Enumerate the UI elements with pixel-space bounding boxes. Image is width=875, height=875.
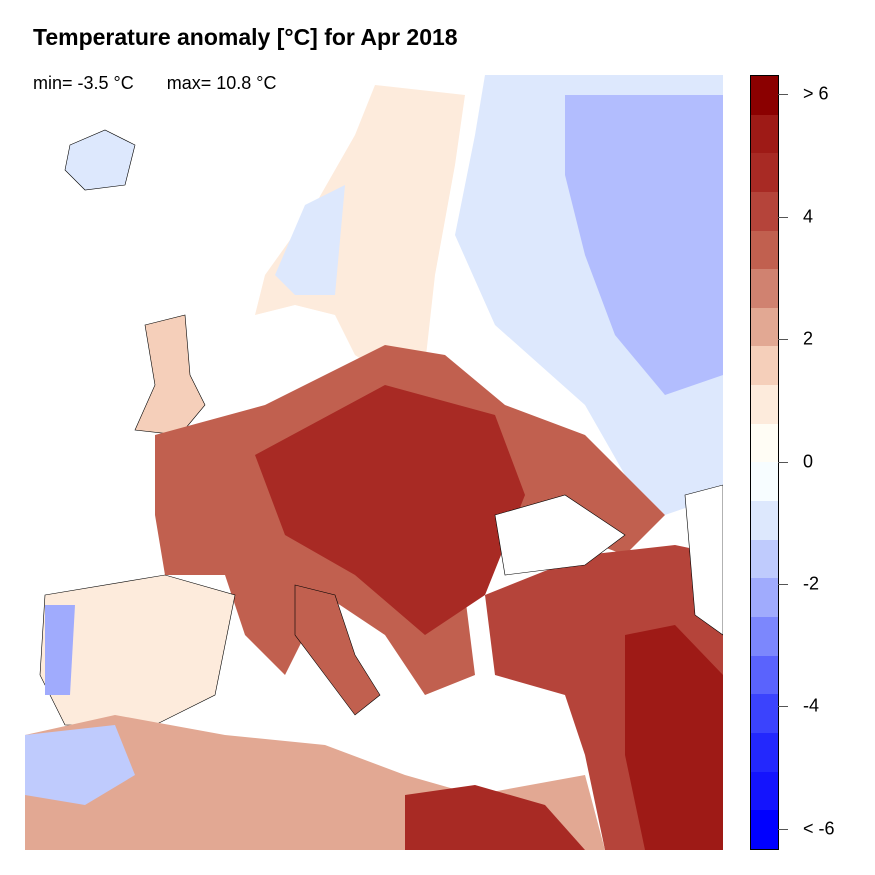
region-levant-hot: [625, 625, 723, 850]
region-iberia: [39, 574, 236, 726]
colorbar-bin: [751, 539, 778, 579]
colorbar-tick: [778, 583, 788, 585]
colorbar-bin: [751, 462, 778, 502]
min-value: min= -3.5 °C: [33, 73, 134, 93]
region-portugal-cool: [45, 605, 75, 695]
colorbar-tick: [778, 94, 788, 96]
colorbar-bin: [751, 114, 778, 154]
colorbar-tick-label: -4: [803, 695, 820, 716]
region-norway-cool: [275, 185, 345, 295]
colorbar-bin: [751, 616, 778, 656]
colorbar-tick-label: 4: [803, 206, 814, 227]
colorbar-tick-label: < -6: [803, 818, 835, 839]
colorbar-bin: [751, 578, 778, 617]
colorbar-bin: [751, 655, 778, 695]
stats-line: min= -3.5 °C max= 10.8 °C: [33, 73, 305, 94]
colorbar-tick: [778, 828, 788, 830]
colorbar-bin: [751, 269, 778, 308]
colorbar-tick: [778, 216, 788, 218]
colorbar-tick: [778, 339, 788, 341]
colorbar-bin: [751, 307, 778, 347]
colorbar-bin: [751, 694, 778, 733]
region-scandinavia: [255, 85, 465, 375]
colorbar-tick: [778, 461, 788, 463]
colorbar-bin: [751, 501, 778, 540]
region-uk: [134, 314, 206, 436]
black-sea: [494, 494, 626, 576]
colorbar-bin: [751, 810, 778, 849]
anomaly-map: [25, 75, 723, 850]
colorbar-tick-label: 2: [803, 328, 814, 349]
colorbar-tick: [778, 706, 788, 708]
colorbar-bin: [751, 771, 778, 811]
region-east-cold: [565, 95, 723, 395]
colorbar-bin: [751, 732, 778, 772]
region-core-warm: [255, 385, 525, 635]
colorbar-tick-label: 0: [803, 451, 814, 471]
colorbar-bin: [751, 153, 778, 192]
colorbar-bin: [751, 230, 778, 270]
colorbar-bin: [751, 385, 778, 424]
region-italy: [294, 584, 381, 716]
colorbar-bin: [751, 423, 778, 463]
colorbar-bin: [751, 76, 778, 115]
region-iceland: [64, 129, 136, 191]
colorbar-bin: [751, 191, 778, 231]
colorbar-bin: [751, 346, 778, 386]
colorbar: [750, 75, 779, 850]
colorbar-tick-label: > 6: [803, 83, 829, 104]
colorbar-tick-label: -2: [803, 573, 820, 594]
region-morocco-cool: [25, 725, 135, 805]
map-title: Temperature anomaly [°C] for Apr 2018: [33, 24, 458, 50]
region-libya-hot: [405, 785, 585, 850]
caspian-sea: [684, 484, 723, 636]
max-value: max= 10.8 °C: [166, 73, 277, 93]
